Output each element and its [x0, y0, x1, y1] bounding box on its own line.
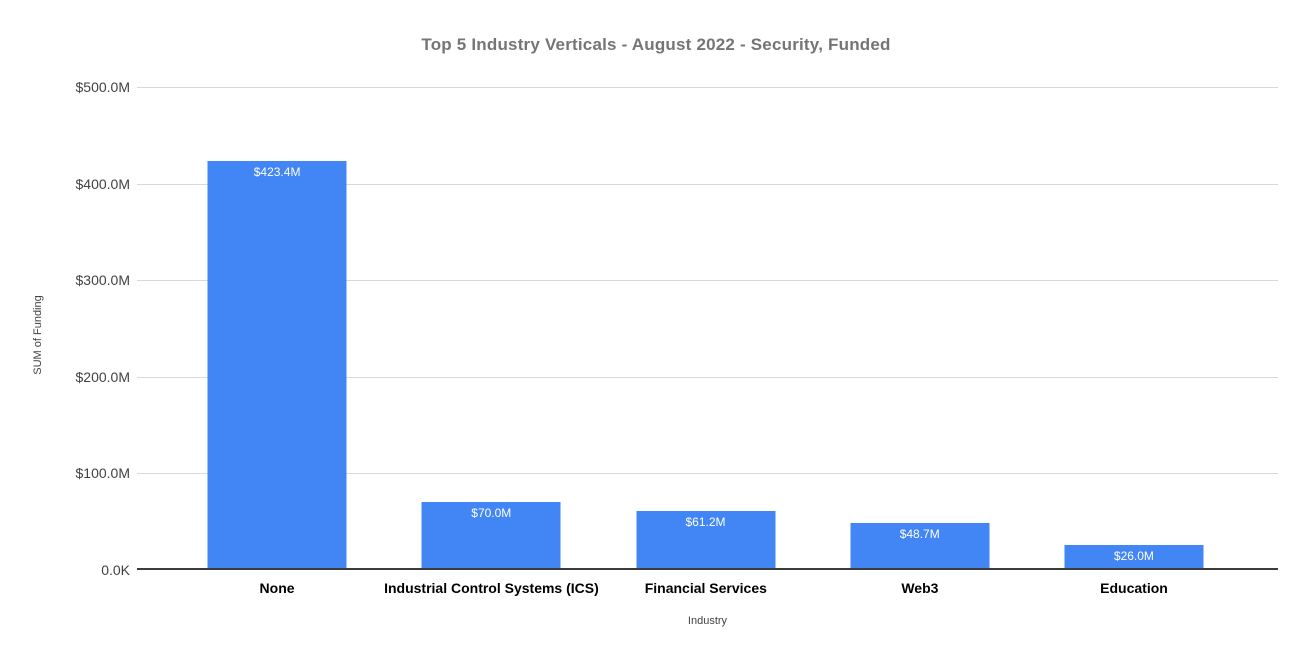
x-tick-label: None	[259, 580, 295, 596]
bar-column: $70.0M	[384, 87, 598, 570]
bar-value-label: $70.0M	[471, 506, 512, 521]
x-tick-label: Web3	[901, 580, 939, 596]
gridline	[137, 183, 1278, 185]
bar[interactable]: $61.2M	[636, 510, 775, 570]
chart-title: Top 5 Industry Verticals - August 2022 -…	[421, 35, 891, 54]
bar-value-label: $61.2M	[685, 514, 726, 529]
bars-row: $423.4M $70.0M $61.2M $48.7M $26.0M	[170, 87, 1241, 570]
y-tick-label: 0.0K	[101, 562, 130, 578]
gridline	[137, 87, 1278, 88]
bar-column: $61.2M	[598, 87, 812, 570]
y-tick-label: $100.0M	[75, 465, 130, 482]
gridline	[137, 280, 1278, 282]
gridline	[137, 376, 1278, 378]
bar-column: $48.7M	[813, 87, 1027, 570]
y-tick-label: $200.0M	[75, 368, 130, 385]
bar[interactable]: $26.0M	[1064, 544, 1204, 570]
y-tick-label: $400.0M	[75, 175, 130, 192]
bar-value-label: $423.4M	[253, 165, 301, 179]
y-tick-label: $500.0M	[75, 79, 130, 95]
x-tick-label: Education	[1100, 580, 1168, 596]
bar-value-label: $26.0M	[1113, 548, 1154, 563]
y-axis: $500.0M $400.0M $300.0M $200.0M $100.0M 0.0K	[0, 79, 130, 578]
bar-column: $423.4M	[170, 87, 384, 570]
plot-area: $423.4M $70.0M $61.2M $48.7M $26.0M	[137, 87, 1278, 570]
bar[interactable]: $423.4M	[207, 161, 347, 570]
x-axis-title: Industry	[687, 615, 728, 627]
gridline	[137, 473, 1278, 475]
bar[interactable]: $48.7M	[850, 522, 990, 570]
x-axis: None Industrial Control Systems (ICS) Fina…	[170, 580, 1241, 596]
bar[interactable]: $70.0M	[421, 502, 561, 570]
x-tick-label: Industrial Control Systems (ICS)	[384, 580, 599, 596]
x-tick-label: Financial Services	[644, 580, 767, 596]
x-axis-baseline	[137, 568, 1278, 570]
bar-column: $26.0M	[1027, 87, 1241, 570]
bar-value-label: $48.7M	[899, 526, 940, 541]
y-tick-label: $300.0M	[75, 272, 130, 289]
